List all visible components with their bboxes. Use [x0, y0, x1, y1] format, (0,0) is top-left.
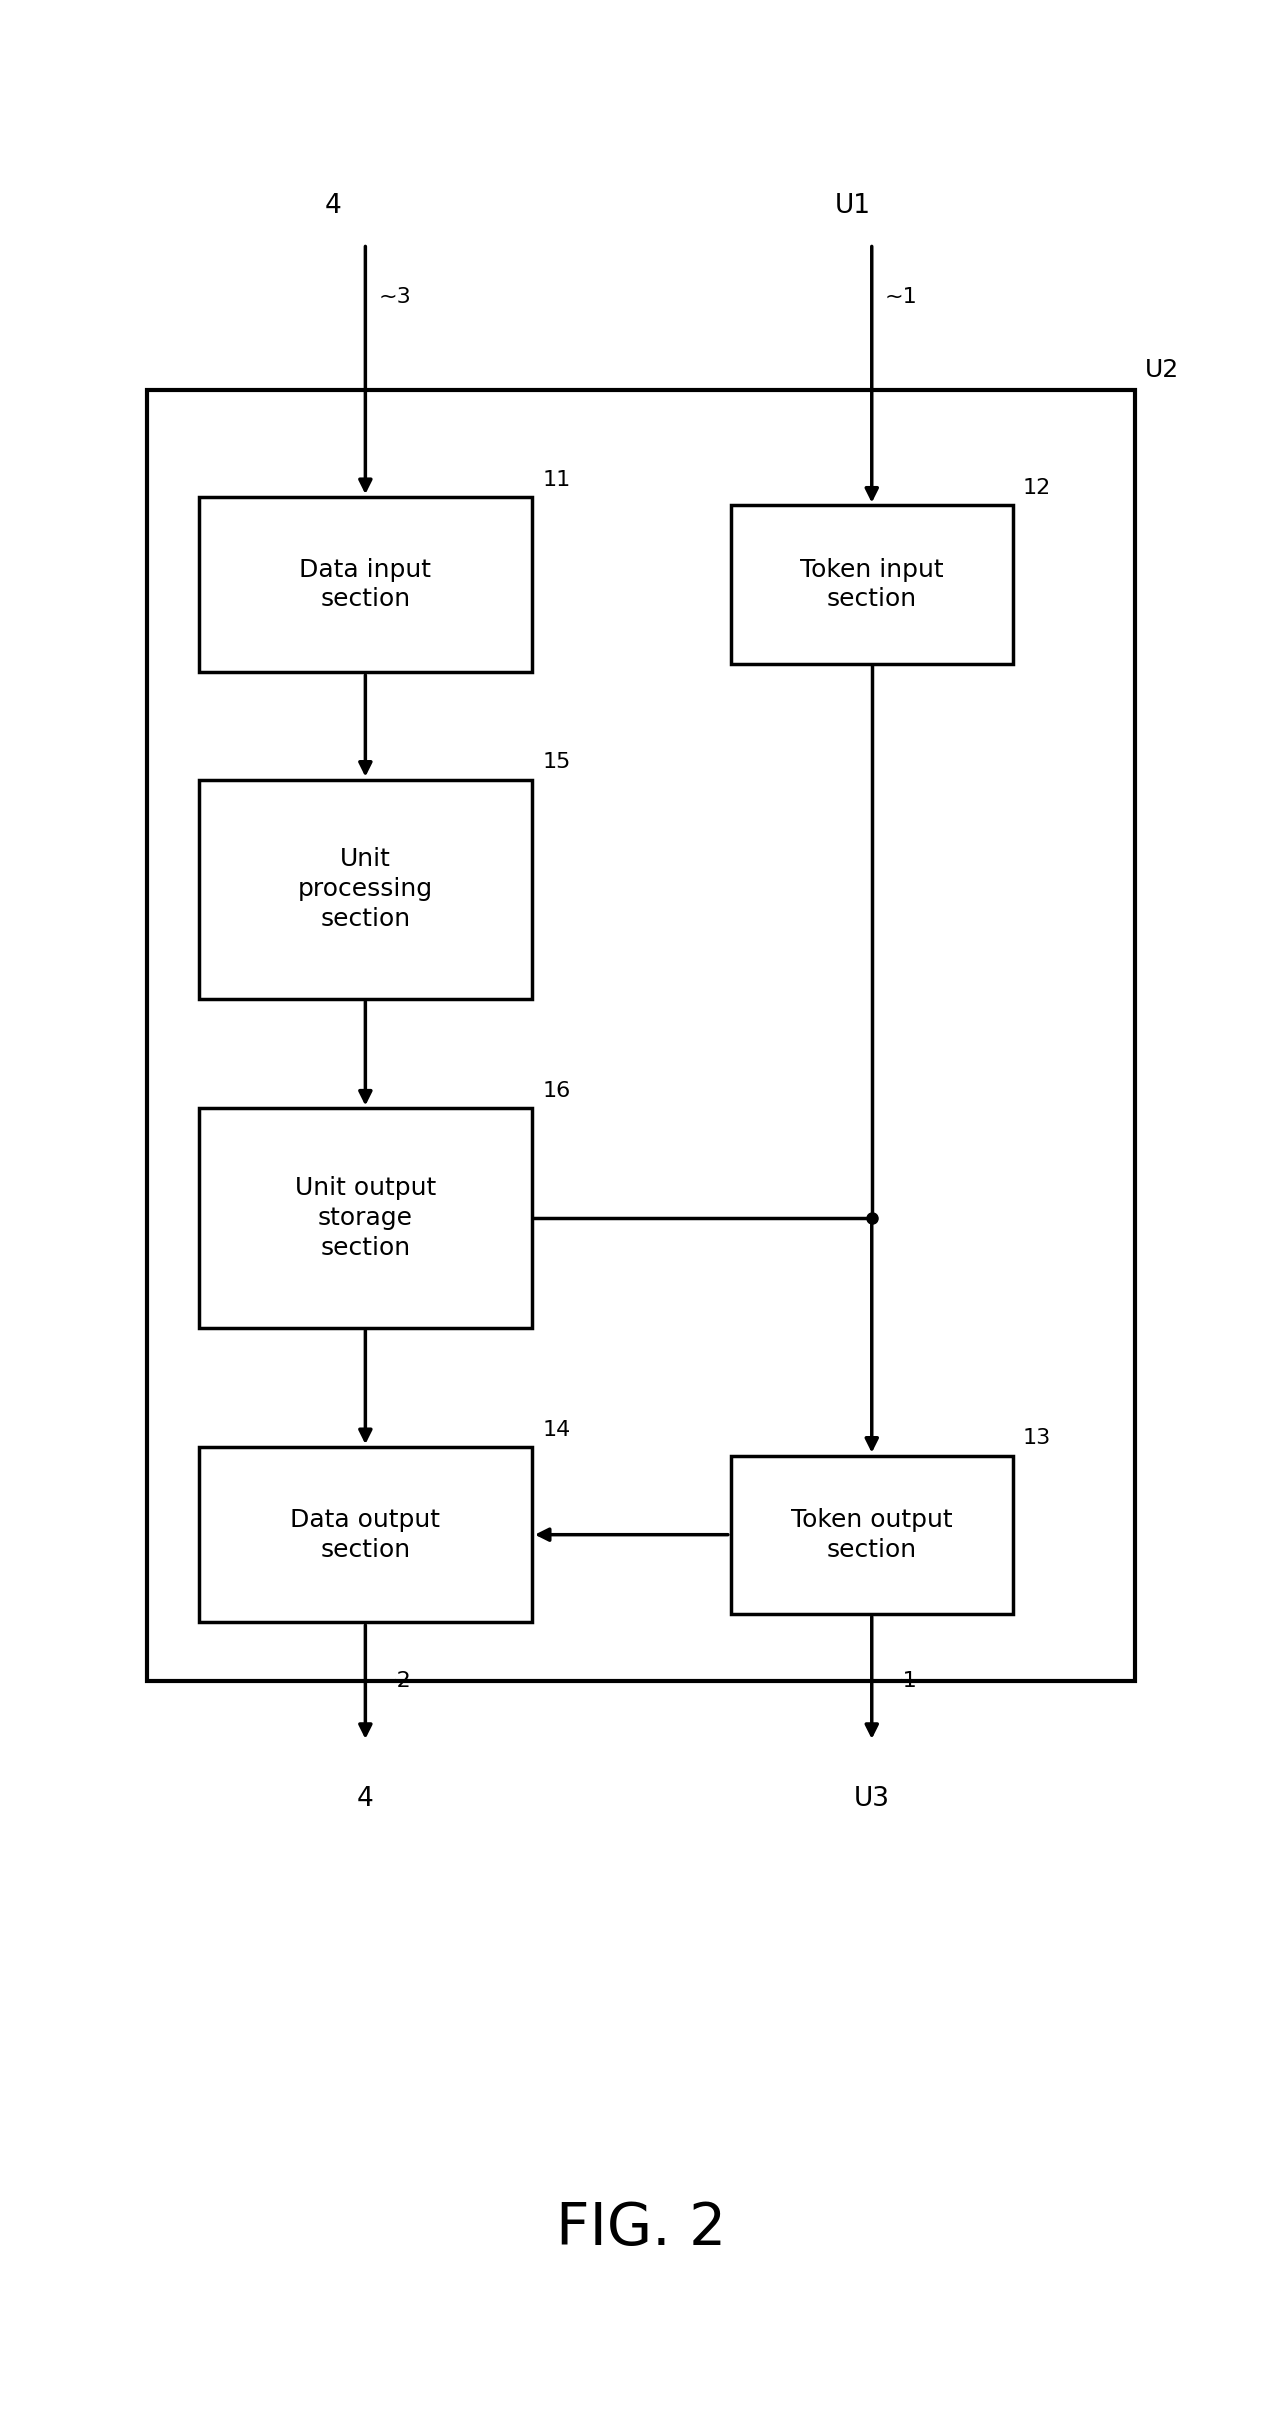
- Text: Data input
section: Data input section: [300, 558, 431, 611]
- Text: Unit
processing
section: Unit processing section: [297, 848, 433, 931]
- Text: ~3: ~3: [378, 287, 412, 307]
- Bar: [199, 1108, 532, 1328]
- Bar: [731, 507, 1013, 663]
- Text: 12: 12: [1023, 477, 1051, 499]
- Text: 14: 14: [542, 1420, 570, 1440]
- Text: Token input
section: Token input section: [800, 558, 944, 611]
- Bar: [147, 390, 1135, 1681]
- Text: FIG. 2: FIG. 2: [556, 2200, 726, 2258]
- Text: 15: 15: [542, 753, 570, 772]
- Bar: [199, 780, 532, 999]
- Bar: [199, 1447, 532, 1622]
- Text: Token output
section: Token output section: [791, 1508, 953, 1561]
- Text: 16: 16: [542, 1082, 570, 1101]
- Text: Unit output
storage
section: Unit output storage section: [295, 1177, 436, 1259]
- Text: 4: 4: [324, 192, 342, 219]
- Text: ~2: ~2: [378, 1671, 412, 1691]
- Bar: [199, 497, 532, 672]
- Text: U2: U2: [1145, 358, 1179, 382]
- Text: 13: 13: [1023, 1427, 1051, 1447]
- Text: U1: U1: [835, 192, 870, 219]
- Text: U3: U3: [854, 1786, 890, 1812]
- Text: 11: 11: [542, 470, 570, 490]
- Text: Data output
section: Data output section: [290, 1508, 441, 1561]
- Text: ~1: ~1: [885, 1671, 918, 1691]
- Text: 4: 4: [356, 1786, 374, 1812]
- Bar: [731, 1454, 1013, 1613]
- Text: ~1: ~1: [885, 287, 918, 307]
